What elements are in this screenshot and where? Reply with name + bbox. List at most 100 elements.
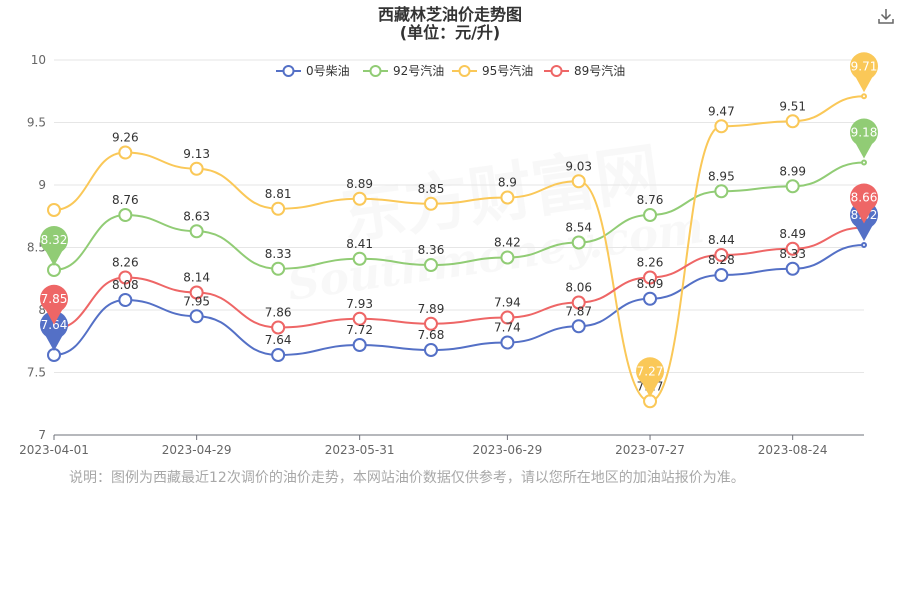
data-label: 8.33 bbox=[779, 247, 806, 261]
data-label: 9.26 bbox=[112, 131, 139, 145]
data-label: 8.26 bbox=[637, 256, 664, 270]
chart-title: 西藏林芝油价走势图 bbox=[378, 5, 522, 24]
extreme-pins: 8.527.649.188.329.717.278.667.85 bbox=[40, 52, 878, 398]
data-point[interactable] bbox=[714, 184, 729, 199]
data-point[interactable] bbox=[714, 248, 729, 262]
chart-subtitle: (单位：元/升) bbox=[400, 23, 500, 42]
data-point[interactable] bbox=[714, 119, 729, 134]
data-label: 7.87 bbox=[565, 304, 592, 318]
data-label: 7.93 bbox=[346, 297, 373, 311]
data-label: 8.63 bbox=[183, 209, 210, 223]
data-labels: 8.08 7.95 7.64 7.72 7.68 7.74 7.87 8.09 8.28 8.33… bbox=[112, 99, 806, 393]
data-label: 8.76 bbox=[112, 193, 139, 207]
pin-head bbox=[40, 226, 68, 254]
data-point[interactable] bbox=[500, 335, 515, 350]
data-label: 8.36 bbox=[418, 243, 445, 257]
data-label: 8.76 bbox=[637, 193, 664, 207]
data-point[interactable] bbox=[271, 348, 286, 362]
data-point[interactable] bbox=[785, 114, 800, 129]
extreme-pin: 7.85 bbox=[40, 284, 68, 325]
data-label: 8.44 bbox=[708, 233, 735, 247]
x-tick-label: 2023-06-29 bbox=[473, 443, 543, 457]
data-label: 8.49 bbox=[779, 227, 806, 241]
data-label: 8.14 bbox=[183, 271, 210, 285]
pin-head bbox=[850, 118, 878, 147]
data-point[interactable] bbox=[189, 161, 204, 176]
legend-marker bbox=[282, 65, 295, 77]
data-point[interactable] bbox=[861, 93, 867, 100]
data-point[interactable] bbox=[861, 159, 867, 166]
data-point[interactable] bbox=[118, 293, 133, 307]
legend-label: 92号汽油 bbox=[393, 63, 444, 78]
y-tick-label: 7 bbox=[38, 428, 46, 442]
data-point[interactable] bbox=[500, 190, 515, 205]
data-point[interactable] bbox=[785, 241, 800, 256]
data-point[interactable] bbox=[643, 208, 658, 222]
series-markers[interactable] bbox=[47, 93, 867, 409]
download-icon[interactable] bbox=[876, 6, 896, 26]
data-point[interactable] bbox=[189, 224, 204, 239]
data-label: 8.85 bbox=[418, 182, 445, 196]
data-point[interactable] bbox=[352, 191, 367, 206]
legend-label: 95号汽油 bbox=[482, 63, 533, 78]
data-point[interactable] bbox=[571, 319, 586, 334]
data-point[interactable] bbox=[571, 295, 586, 310]
pin-head bbox=[850, 52, 878, 81]
legend[interactable]: 0号柴油 92号汽油 95号汽油 89号汽油 bbox=[276, 63, 625, 78]
data-point[interactable] bbox=[714, 268, 729, 282]
legend-item[interactable]: 92号汽油 bbox=[363, 63, 444, 78]
legend-item[interactable]: 89号汽油 bbox=[544, 63, 625, 78]
data-point[interactable] bbox=[423, 196, 438, 211]
data-point[interactable] bbox=[271, 201, 286, 216]
pin-label: 7.64 bbox=[41, 318, 68, 332]
data-label: 8.08 bbox=[112, 278, 139, 292]
data-point[interactable] bbox=[352, 251, 367, 266]
data-label: 9.47 bbox=[708, 104, 735, 118]
data-point[interactable] bbox=[189, 285, 204, 300]
data-label: 8.54 bbox=[565, 221, 592, 235]
data-point[interactable] bbox=[861, 242, 867, 248]
data-label: 8.99 bbox=[779, 164, 806, 178]
data-point[interactable] bbox=[271, 320, 286, 335]
data-label: 7.68 bbox=[418, 328, 445, 342]
legend-marker bbox=[550, 65, 563, 77]
legend-marker bbox=[458, 65, 471, 77]
data-label: 7.86 bbox=[265, 306, 292, 320]
data-point[interactable] bbox=[352, 338, 367, 352]
data-point[interactable] bbox=[785, 179, 800, 194]
pin-label: 9.71 bbox=[851, 59, 878, 73]
x-tick-label: 2023-08-24 bbox=[758, 443, 828, 457]
data-point[interactable] bbox=[47, 203, 61, 217]
data-point[interactable] bbox=[643, 270, 658, 285]
data-point[interactable] bbox=[571, 235, 586, 250]
data-point[interactable] bbox=[423, 316, 438, 331]
data-label: 8.09 bbox=[637, 277, 664, 291]
y-tick-label: 7.5 bbox=[27, 366, 46, 380]
data-point[interactable] bbox=[118, 208, 133, 222]
legend-item[interactable]: 0号柴油 bbox=[276, 64, 350, 78]
data-point[interactable] bbox=[423, 258, 438, 272]
data-label: 8.41 bbox=[346, 237, 373, 251]
y-tick-label: 9.5 bbox=[27, 116, 46, 130]
data-point[interactable] bbox=[352, 311, 367, 326]
data-point[interactable] bbox=[643, 291, 658, 306]
data-label: 8.26 bbox=[112, 256, 139, 270]
data-label: 7.94 bbox=[494, 296, 521, 310]
legend-item[interactable]: 95号汽油 bbox=[452, 63, 533, 78]
data-point[interactable] bbox=[189, 309, 204, 324]
data-label: 8.9 bbox=[498, 176, 517, 190]
data-point[interactable] bbox=[500, 250, 515, 265]
data-point[interactable] bbox=[423, 343, 438, 357]
pin-head bbox=[636, 357, 665, 386]
data-point[interactable] bbox=[785, 261, 800, 276]
extreme-pin: 7.64 bbox=[40, 311, 68, 351]
data-point[interactable] bbox=[271, 261, 286, 276]
extreme-pin: 9.71 bbox=[850, 52, 878, 93]
data-point[interactable] bbox=[571, 174, 586, 189]
data-label: 8.89 bbox=[346, 177, 373, 191]
data-point[interactable] bbox=[118, 145, 133, 160]
data-point[interactable] bbox=[500, 310, 515, 325]
data-point[interactable] bbox=[118, 270, 133, 285]
data-label: 7.72 bbox=[346, 323, 373, 337]
